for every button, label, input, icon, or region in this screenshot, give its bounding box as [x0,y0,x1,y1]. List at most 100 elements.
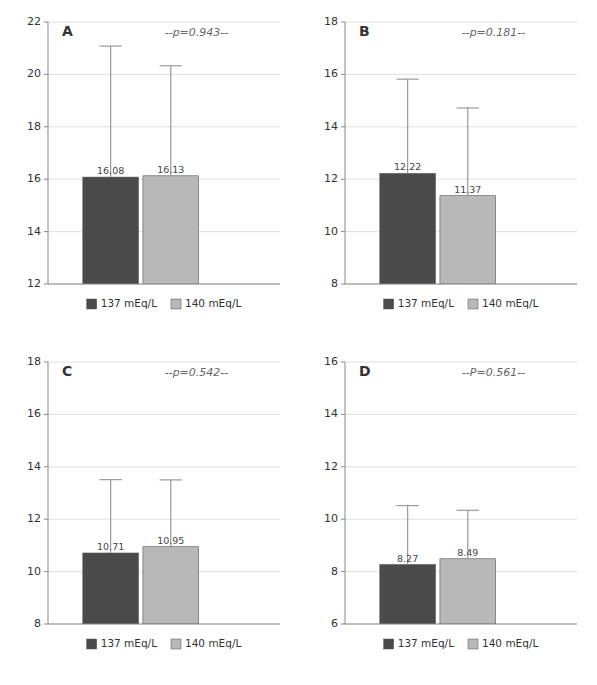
tick-label: 12 [324,460,338,473]
tick-mark [341,414,345,415]
tick-label: 14 [324,120,338,133]
data-label: 10.71 [97,541,124,552]
x-axis-line [345,624,577,625]
legend-label: 140 mEq/L [185,297,241,309]
tick-label: 10 [324,512,338,525]
tick-mark [341,624,345,625]
data-label: 8.27 [397,553,418,564]
error-bar [100,46,122,177]
error-cap [160,479,182,480]
legend: 137 mEq/L 140 mEq/L [87,297,242,309]
legend-label: 140 mEq/L [482,297,538,309]
tick-mark [44,231,48,232]
tick-label: 10 [27,565,41,578]
error-stem [170,66,171,176]
legend-swatch [468,299,478,309]
error-stem [467,108,468,196]
panel-label: C [62,363,72,379]
y-axis-line [48,22,49,284]
tick-label: 12 [324,172,338,185]
tick-label: 14 [324,407,338,420]
data-label: 16.13 [157,164,184,175]
tick-mark [341,126,345,127]
grid-line [48,126,280,127]
grid-line [345,284,577,285]
error-stem [110,46,111,177]
grid-line [345,466,577,467]
tick-mark [44,624,48,625]
error-cap [397,505,419,506]
grid-line [48,22,280,23]
figure: 12141618202216.0816.13A--p=0.943--137 mE… [0,0,597,685]
tick-label: 20 [27,67,41,80]
bar [440,196,496,284]
panel-label: B [359,23,370,39]
tick-mark [44,284,48,285]
bar [380,565,436,624]
grid-line [345,519,577,520]
legend-label: 140 mEq/L [482,637,538,649]
tick-label: 18 [27,120,41,133]
tick-mark [341,74,345,75]
bar [143,547,199,624]
tick-mark [341,519,345,520]
labels: 8.278.49 [397,547,478,564]
annotation: --P=0.561-- [462,366,525,379]
grid-line [48,466,280,467]
legend-label: 137 mEq/L [398,297,454,309]
legend: 137 mEq/L 140 mEq/L [384,637,539,649]
legend-item: 140 mEq/L [468,297,538,309]
panel-label: D [359,363,371,379]
legend-item: 140 mEq/L [171,637,241,649]
tick-mark [341,22,345,23]
tick-mark [44,179,48,180]
legend: 137 mEq/L 140 mEq/L [87,637,242,649]
error-cap [100,46,122,47]
marks [380,79,496,284]
tick-label: 16 [27,407,41,420]
error-bar [160,66,182,176]
grid-line [345,414,577,415]
x-axis-line [345,284,577,285]
grid-line [345,624,577,625]
legend: 137 mEq/L 140 mEq/L [384,297,539,309]
legend-swatch [87,639,97,649]
bar [143,176,199,284]
tick-label: 8 [331,277,338,290]
legend-label: 137 mEq/L [101,637,157,649]
data-label: 12.22 [394,161,421,172]
tick-mark [44,466,48,467]
legend-swatch [171,639,181,649]
legend-label: 137 mEq/L [101,297,157,309]
grid-line [48,362,280,363]
tick-mark [44,22,48,23]
legend-swatch [468,639,478,649]
tick-mark [44,519,48,520]
panel-label: A [62,23,73,39]
error-bar [397,79,419,173]
error-cap [160,65,182,66]
tick-mark [341,571,345,572]
grid-line [48,519,280,520]
error-bar [397,506,419,565]
legend-swatch [384,299,394,309]
tick-mark [341,231,345,232]
grid-line [345,362,577,363]
tick-label: 18 [324,15,338,28]
tick-mark [44,362,48,363]
tick-mark [341,362,345,363]
bar [440,559,496,624]
labels: 16.0816.13 [97,164,184,176]
y-axis-line [48,362,49,624]
labels: 12.2211.37 [394,161,481,194]
marks [380,506,496,624]
legend-item: 140 mEq/L [468,637,538,649]
y-axis-line [345,362,346,624]
tick-label: 22 [27,15,41,28]
legend-item: 137 mEq/L [87,297,157,309]
legend-item: 137 mEq/L [87,637,157,649]
legend-label: 137 mEq/L [398,637,454,649]
tick-label: 14 [27,225,41,238]
x-axis-line [48,624,280,625]
grid-line [345,22,577,23]
